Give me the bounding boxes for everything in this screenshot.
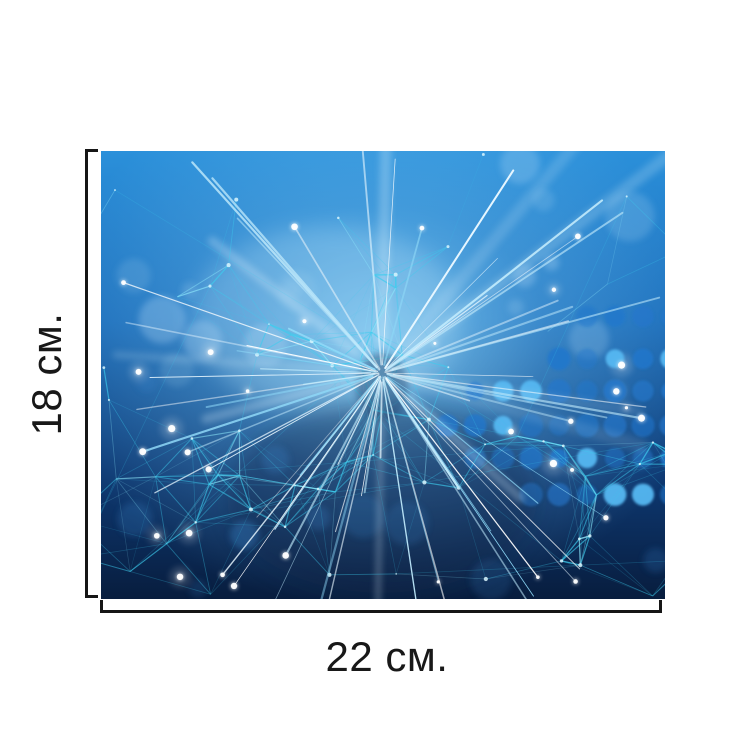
product-image: [101, 151, 665, 599]
height-dimension-line: [85, 149, 98, 598]
width-dimension-line: [100, 600, 662, 613]
width-dimension-label: 22 см.: [325, 633, 449, 680]
plexus-artwork: [101, 151, 665, 599]
height-dimension-label: 18 см.: [23, 312, 70, 436]
